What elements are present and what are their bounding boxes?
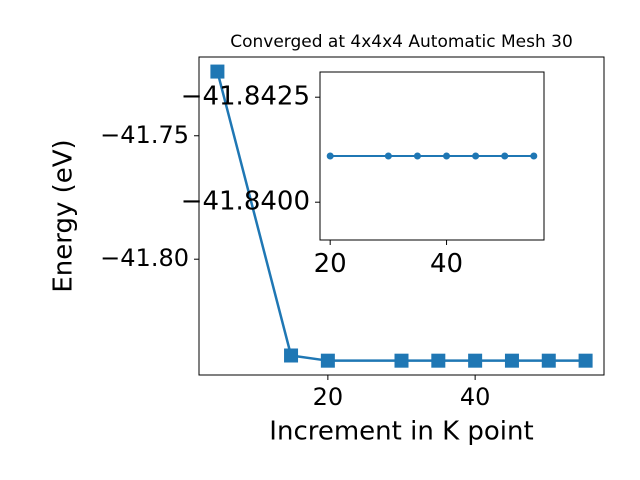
marker (472, 152, 480, 160)
marker (394, 353, 409, 368)
marker (431, 353, 446, 368)
x-tick-label: 40 (460, 383, 491, 411)
x-tick-label: 20 (313, 383, 344, 411)
x-axis-label: Increment in K point (269, 417, 533, 447)
y-tick-label: −41.80 (100, 244, 189, 272)
x-tick-label: 40 (430, 249, 463, 279)
marker (504, 353, 519, 368)
marker (284, 348, 299, 363)
marker (413, 152, 421, 160)
y-tick-label: −41.8425 (181, 82, 310, 112)
marker (320, 353, 335, 368)
axes-frame (198, 56, 605, 376)
marker (210, 64, 225, 79)
marker (326, 152, 334, 160)
y-tick-label: −41.8400 (181, 187, 310, 217)
marker (578, 353, 593, 368)
y-tick-label: −41.75 (100, 121, 189, 149)
marker (530, 152, 538, 160)
marker (384, 152, 392, 160)
chart-title: Converged at 4x4x4 Automatic Mesh 30 (230, 32, 573, 52)
marker (443, 152, 451, 160)
x-tick-label: 20 (314, 249, 347, 279)
marker (541, 353, 556, 368)
axes-frame (319, 71, 545, 241)
y-axis-label: Energy (eV) (49, 139, 79, 292)
marker (501, 152, 509, 160)
marker (468, 353, 483, 368)
